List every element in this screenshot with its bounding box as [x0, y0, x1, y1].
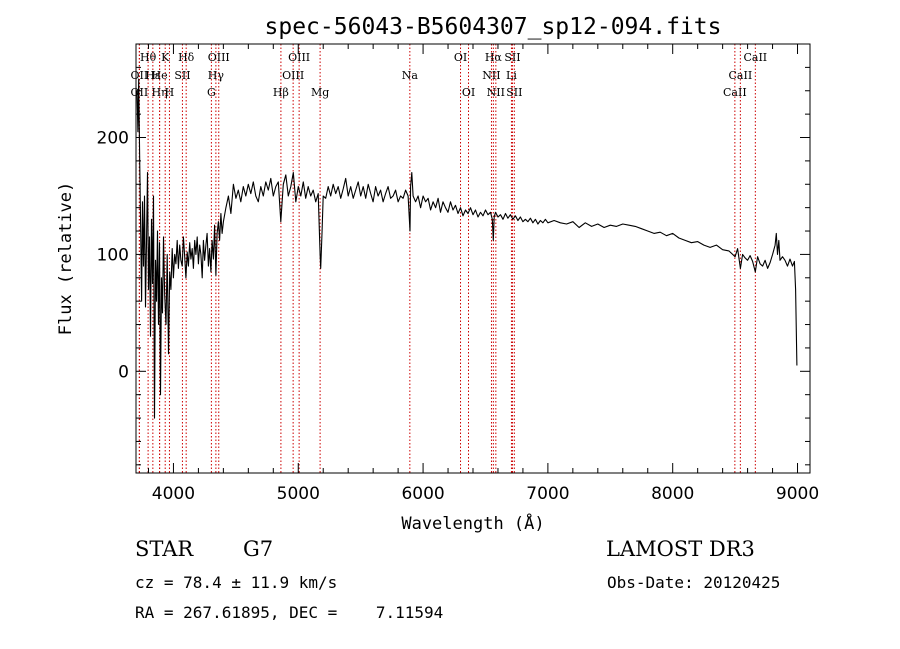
line-label-27: CaII: [729, 69, 753, 82]
line-label-13: Hβ: [273, 86, 289, 99]
line-label-17: Na: [402, 69, 419, 82]
survey-name: LAMOST DR3: [606, 537, 755, 561]
y-tick-label-1: 100: [97, 245, 129, 265]
line-label-25: SII: [506, 86, 522, 99]
x-tick-label-5: 9000: [776, 484, 819, 504]
obs-date: Obs-Date: 20120425: [607, 573, 781, 592]
line-label-0: OII: [131, 69, 149, 82]
y-axis-label: Flux (relative): [56, 182, 76, 336]
line-label-3: Hε: [145, 69, 161, 82]
x-tick-label-0: 4000: [152, 484, 195, 504]
line-label-4: Hη: [151, 86, 167, 99]
object-class: STAR: [135, 537, 194, 561]
line-label-20: Hα: [485, 51, 503, 64]
line-label-28: CaII: [723, 86, 747, 99]
line-label-24: Li: [506, 69, 517, 82]
y-tick-label-0: 0: [118, 362, 129, 382]
line-label-14: OIII: [288, 51, 310, 64]
line-label-9: SII: [174, 69, 190, 82]
plot-frame: [135, 43, 811, 474]
line-label-21: NII: [482, 69, 500, 82]
line-label-8: Hδ: [178, 51, 195, 64]
line-label-12: G: [207, 86, 216, 99]
flux-line: [136, 78, 798, 419]
coordinates: RA = 267.61895, DEC = 7.11594: [135, 603, 444, 622]
redshift-cz: cz = 78.4 ± 11.9 km/s: [135, 573, 338, 592]
x-tick-label-4: 8000: [651, 484, 694, 504]
object-subclass: G7: [243, 537, 274, 561]
chart-title: spec-56043-B5604307_sp12-094.fits: [265, 14, 722, 40]
line-label-10: OIII: [208, 51, 230, 64]
line-label-7: H: [165, 86, 175, 99]
x-tick-label-3: 7000: [526, 484, 569, 504]
line-label-5: K: [161, 51, 170, 64]
line-label-11: Hγ: [208, 69, 225, 82]
line-label-19: OI: [462, 86, 475, 99]
line-label-18: OI: [454, 51, 467, 64]
line-label-15: OIII: [282, 69, 304, 82]
line-label-23: SII: [504, 51, 520, 64]
line-label-16: Mg: [311, 86, 329, 99]
x-tick-label-1: 5000: [277, 484, 320, 504]
line-label-6: He: [152, 69, 168, 82]
x-axis-label: Wavelength (Å): [401, 512, 544, 534]
line-label-26: CaII: [743, 51, 767, 64]
line-label-2: Hθ: [140, 51, 157, 64]
line-label-22: NII: [487, 86, 505, 99]
y-tick-label-2: 200: [97, 129, 129, 149]
x-tick-label-2: 6000: [401, 484, 444, 504]
